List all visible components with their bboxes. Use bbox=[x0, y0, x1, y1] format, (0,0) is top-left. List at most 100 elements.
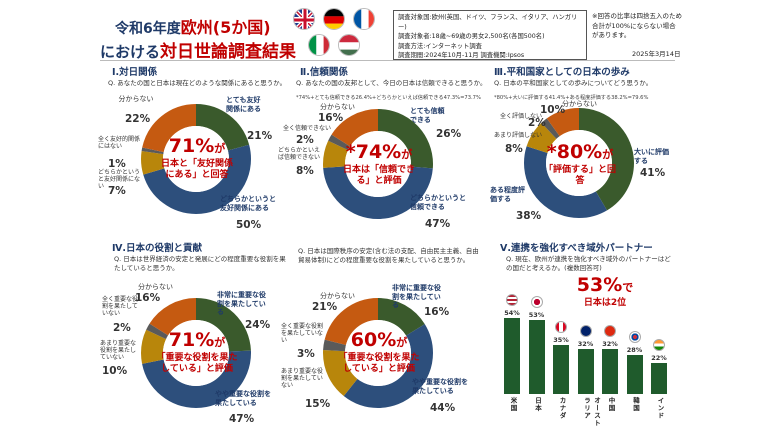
partner-bar-names: 米国 日本 カナダ オーストラリア 中国 韓国 インド bbox=[500, 396, 675, 430]
donut-5-center: 60%が 「重要な役割を果たしている」と評価 bbox=[338, 329, 420, 374]
donut-slice bbox=[323, 109, 433, 219]
donut-slice bbox=[524, 108, 634, 218]
bar bbox=[504, 318, 520, 394]
s4-pct-not-at-all: 2% bbox=[113, 322, 131, 334]
s4-label-somewhat-important: やや重要な役割を果たしている bbox=[215, 390, 271, 407]
donut-3-center: *80%が 「評価する」と回答 bbox=[543, 141, 616, 186]
s2-pct-somewhat-not: 8% bbox=[296, 165, 314, 177]
bar-value-label: 53% bbox=[528, 310, 545, 319]
country-flag-icon bbox=[530, 295, 543, 308]
s5-label-somewhat-important: やや重要な役割を果たしている bbox=[412, 378, 468, 395]
donut-2-center: *74%が 日本は「信頼できる」と評価 bbox=[342, 141, 415, 186]
s1-label-very-friendly: とても友好関係にある bbox=[226, 96, 261, 113]
bar-category-label: 米国 bbox=[509, 397, 517, 412]
section-6-title: Ⅴ.連携を強化すべき域外パートナー bbox=[500, 243, 653, 254]
s5-label-very-important: 非常に重要な役割を果たしている bbox=[392, 284, 441, 309]
s2-pct-unknown: 16% bbox=[318, 112, 344, 124]
donut-hole bbox=[163, 320, 229, 386]
s3-pct-somewhat: 38% bbox=[516, 210, 542, 222]
bar bbox=[528, 319, 545, 394]
s5-label-not-at-all: 全く重要な役割を果たしていない bbox=[281, 323, 324, 344]
bar bbox=[626, 354, 643, 394]
donut-hole bbox=[163, 126, 229, 192]
section-2-question: Q. あなたの国の友邦として、今日の日本は信頼できると思うか。 bbox=[296, 79, 487, 87]
country-flag-icon bbox=[628, 330, 641, 343]
bar-value-label: 22% bbox=[651, 354, 667, 363]
s1-label-unknown: 分からない bbox=[118, 95, 154, 103]
s3-pct-highly: 41% bbox=[640, 167, 666, 179]
s5-pct-very-important: 16% bbox=[424, 306, 450, 318]
s1-label-somewhat-not: どちらかというと友好関係にない bbox=[98, 169, 141, 190]
header-divider bbox=[100, 60, 675, 61]
bar-value-label: 35% bbox=[553, 336, 569, 344]
bar-category-label: カナダ bbox=[558, 397, 566, 420]
section-3-title: Ⅲ.平和国家としての日本の歩み bbox=[494, 67, 630, 78]
s4-pct-not-much: 10% bbox=[102, 365, 128, 377]
bar-value-label: 32% bbox=[577, 340, 594, 349]
donut-slice bbox=[323, 298, 433, 408]
bar-value-label: 54% bbox=[504, 309, 520, 318]
country-flag-icon bbox=[604, 325, 616, 338]
section-5-question: Q. 日本は国際秩序の安定(含む法の支配、自由民主主義、自由貿易体制)にどの程度… bbox=[298, 247, 479, 264]
donut-slice bbox=[141, 298, 251, 408]
donut-slice bbox=[141, 298, 251, 408]
s4-pct-somewhat-important: 47% bbox=[229, 413, 255, 425]
bar bbox=[602, 349, 618, 394]
donut-chart-1 bbox=[141, 104, 251, 214]
bar-value-label: 28% bbox=[626, 345, 643, 354]
survey-info-box: 調査対象国:欧州(英国、ドイツ、フランス、イタリア、ハンガリー) 調査対象者:1… bbox=[393, 10, 587, 60]
s4-pct-very-important: 24% bbox=[245, 319, 271, 331]
hungary-flag-icon bbox=[338, 34, 360, 56]
donut-slice bbox=[524, 108, 634, 218]
country-flag-icon bbox=[506, 294, 518, 307]
s4-label-very-important: 非常に重要な役割を果たしている bbox=[217, 291, 266, 316]
donut-hole bbox=[345, 320, 411, 386]
s5-label-not-much: あまり重要な役割を果たしていない bbox=[281, 368, 324, 389]
s3-label-highly: 大いに評価する bbox=[634, 148, 669, 165]
s4-label-not-much: あまり重要な役割を果たしていない bbox=[100, 340, 137, 361]
s3-label-not-at-all: 全く評価しない bbox=[500, 113, 543, 120]
country-flag-icon bbox=[653, 339, 665, 352]
france-flag-icon bbox=[353, 8, 375, 30]
donut-chart-4 bbox=[141, 298, 251, 408]
s3-label-unknown: 分からない bbox=[562, 100, 597, 108]
s4-label-not-at-all: 全く重要な役割を果たしていない bbox=[102, 296, 139, 317]
bar-category-label: 韓国 bbox=[631, 397, 640, 412]
section-3-footnote: *80%+大いに評価する41.4%+ある程度評価する38.2%=79.6% bbox=[494, 95, 649, 101]
s2-pct-not-at-all: 2% bbox=[296, 134, 314, 146]
publish-date: 2025年3月14日 bbox=[632, 50, 681, 58]
s5-label-unknown: 分からない bbox=[320, 292, 355, 300]
section-4-title: Ⅳ.日本の役割と貢献 bbox=[112, 243, 203, 254]
donut-slice bbox=[323, 298, 433, 408]
section-3-question: Q. 日本の平和国家としての歩みについてどう思うか。 bbox=[494, 79, 653, 87]
section-2-footnote: *74%+とても信頼できる26.4%+どちらかといえば信頼できる47.3%=73… bbox=[296, 95, 481, 101]
s1-pct-very-friendly: 21% bbox=[247, 130, 273, 142]
section-1-question: Q. あなたの国と日本は現在どのような関係にあると思うか。 bbox=[108, 79, 287, 87]
s2-label-not-at-all: 全く信頼できない bbox=[283, 125, 332, 132]
bar-category-label: オーストラリア bbox=[582, 397, 601, 427]
s3-pct-not-much: 8% bbox=[505, 143, 523, 155]
country-flag-icon bbox=[555, 321, 567, 333]
donut-slice bbox=[141, 104, 251, 214]
s3-label-somewhat: ある程度評価する bbox=[490, 186, 525, 203]
uk-flag-icon bbox=[293, 8, 315, 30]
s2-label-somewhat-not: どちらかといえば信頼できない bbox=[278, 147, 321, 161]
section-1-title: Ⅰ.対日関係 bbox=[112, 67, 158, 78]
s5-pct-not-at-all: 3% bbox=[297, 348, 315, 360]
bar bbox=[651, 363, 667, 394]
donut-4-center: 71%が 「重要な役割を果たしている」と評価 bbox=[156, 329, 238, 374]
s1-pct-unknown: 22% bbox=[125, 113, 151, 125]
s4-pct-unknown: 16% bbox=[135, 292, 161, 304]
s2-label-unknown: 分からない bbox=[320, 103, 355, 111]
bar-value-label: 32% bbox=[602, 340, 618, 349]
donut-slice bbox=[323, 298, 433, 408]
s1-label-not-at-all: 全く友好的関係にはない bbox=[98, 136, 141, 150]
donut-slice bbox=[323, 109, 433, 219]
s4-label-unknown: 分からない bbox=[138, 283, 173, 291]
italy-flag-icon bbox=[308, 34, 330, 56]
s3-pct-not-at-all: 2% bbox=[528, 117, 546, 129]
bar bbox=[553, 345, 569, 394]
country-flag-icon bbox=[579, 325, 592, 338]
s1-pct-somewhat-friendly: 50% bbox=[236, 219, 262, 231]
donut-slice bbox=[141, 298, 251, 408]
